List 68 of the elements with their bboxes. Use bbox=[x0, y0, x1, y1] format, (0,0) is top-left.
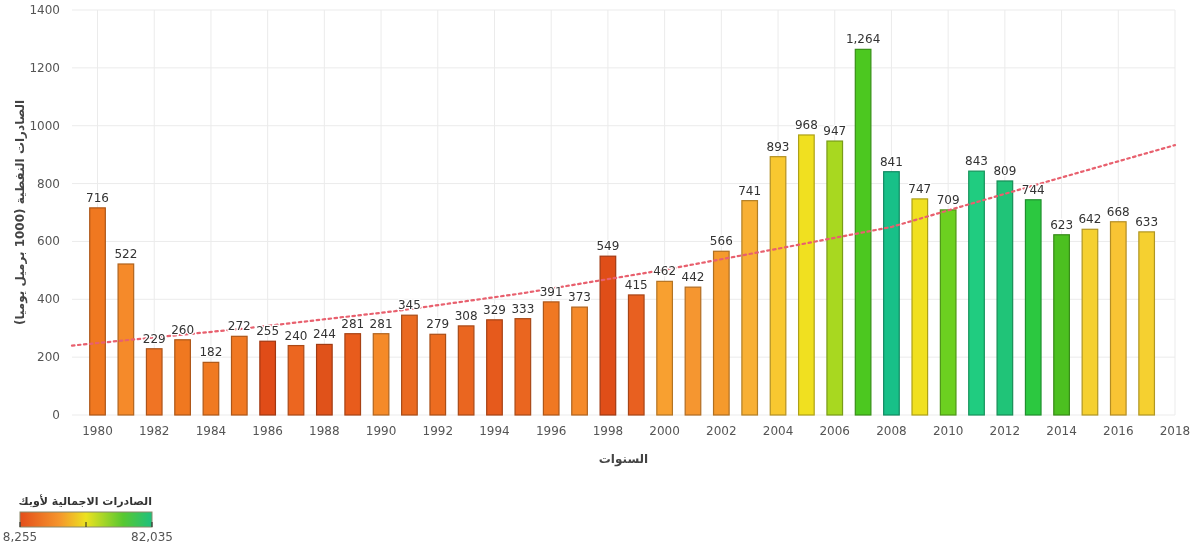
x-tick-label: 2004 bbox=[762, 424, 794, 438]
data-label: 345 bbox=[397, 298, 421, 313]
x-tick-label: 1994 bbox=[479, 424, 510, 438]
data-label: 255 bbox=[256, 324, 280, 339]
x-tick-label: 1980 bbox=[82, 424, 113, 438]
data-label: 947 bbox=[823, 124, 847, 139]
data-label: 279 bbox=[426, 317, 450, 332]
data-label: 633 bbox=[1135, 214, 1159, 229]
colorbar-tick-label: 82,035 bbox=[131, 530, 173, 544]
x-tick-label: 1996 bbox=[535, 424, 567, 438]
colorbar-title: الصادرات الاجمالية لأوبك bbox=[18, 495, 152, 508]
data-label: 244 bbox=[312, 327, 336, 342]
x-axis-title: السنوات bbox=[598, 452, 649, 466]
y-tick-label: 800 bbox=[37, 176, 60, 191]
data-label: 716 bbox=[86, 190, 109, 205]
x-tick-label: 1984 bbox=[195, 424, 227, 438]
data-label: 741 bbox=[738, 183, 762, 198]
y-axis-title: الصادرات النفطية (1000 برميل يوميا) bbox=[13, 99, 27, 326]
data-label: 623 bbox=[1050, 217, 1074, 232]
x-tick-label: 2016 bbox=[1103, 424, 1134, 438]
data-label: 281 bbox=[341, 316, 365, 331]
data-label: 709 bbox=[936, 192, 960, 207]
y-tick-label: 0 bbox=[52, 408, 60, 422]
data-label: 260 bbox=[171, 322, 195, 337]
x-tick-label: 1988 bbox=[309, 424, 340, 438]
data-label: 566 bbox=[709, 234, 733, 249]
data-label: 240 bbox=[284, 328, 308, 343]
data-label: 308 bbox=[454, 308, 478, 323]
data-label: 182 bbox=[199, 345, 223, 360]
colorbar-tick-label: 8,255 bbox=[2, 530, 38, 544]
data-label: 809 bbox=[993, 163, 1017, 178]
x-tick-label: 2012 bbox=[989, 424, 1021, 438]
x-tick-label: 2002 bbox=[706, 424, 737, 438]
x-tick-label: 2000 bbox=[649, 424, 680, 438]
data-label: 747 bbox=[908, 181, 932, 196]
x-tick-label: 1986 bbox=[252, 424, 283, 438]
y-tick-label: 1200 bbox=[29, 60, 60, 75]
x-tick-label: 1990 bbox=[365, 424, 397, 438]
data-label: 549 bbox=[596, 239, 620, 254]
data-label: 522 bbox=[114, 247, 138, 261]
x-tick-label: 2014 bbox=[1046, 424, 1077, 438]
y-tick-label: 600 bbox=[37, 234, 60, 249]
x-tick-label: 2010 bbox=[932, 424, 964, 438]
data-label: 391 bbox=[539, 284, 563, 299]
x-tick-label: 1982 bbox=[138, 424, 170, 438]
data-label: 668 bbox=[1106, 204, 1130, 219]
x-tick-label: 1998 bbox=[592, 424, 624, 438]
y-tick-label: 200 bbox=[37, 350, 60, 365]
x-tick-label: 2006 bbox=[819, 424, 850, 438]
data-label: 333 bbox=[511, 301, 535, 316]
data-label: 642 bbox=[1078, 212, 1102, 227]
data-label: 329 bbox=[483, 302, 506, 317]
data-label: 841 bbox=[880, 154, 903, 169]
data-label: 843 bbox=[965, 154, 988, 169]
y-tick-label: 1000 bbox=[29, 118, 60, 133]
data-label: 893 bbox=[766, 139, 790, 154]
data-label: 415 bbox=[624, 277, 648, 292]
data-label: 1,264 bbox=[845, 32, 881, 47]
y-tick-label: 400 bbox=[37, 292, 60, 307]
data-label: 442 bbox=[681, 270, 705, 285]
x-tick-label: 2018 bbox=[1159, 424, 1191, 438]
y-tick-label: 1400 bbox=[29, 3, 60, 17]
data-label: 968 bbox=[794, 117, 818, 132]
x-tick-label: 2008 bbox=[876, 424, 907, 438]
data-label: 281 bbox=[369, 316, 393, 331]
data-label: 373 bbox=[568, 290, 591, 305]
data-label: 744 bbox=[1021, 182, 1045, 197]
x-tick-label: 1992 bbox=[422, 424, 454, 438]
